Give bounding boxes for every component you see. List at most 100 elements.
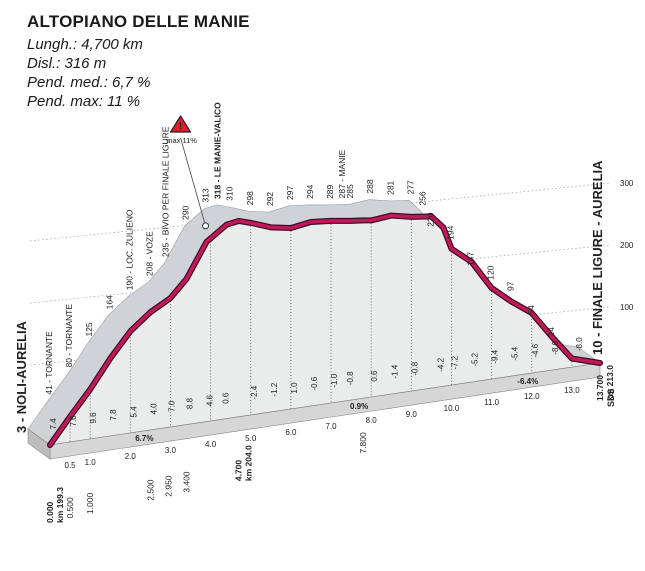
height-label: 41 - TORNANTE [44,331,54,395]
grade-label: 7.8 [109,409,118,421]
grade-label: -1.4 [390,364,399,378]
grade-label: 8.8 [186,397,195,409]
elevation-gridline [29,182,611,242]
average-grade-text: Pend. med.: 6,7 % [27,74,151,91]
elevation-gridline [29,244,611,304]
key-km-label: 2.950 [163,475,173,497]
km-tick-label: 3.0 [165,446,177,455]
elevation-tick-label: 100 [620,303,634,312]
grade-label: -4.6 [531,343,540,357]
height-label: 318 - LE MANIE-VALICO [213,102,223,199]
height-label: 288 [365,179,375,193]
grade-label: -4.2 [436,357,445,371]
grade-label: 9.6 [89,412,98,424]
grade-label: -5.4 [511,346,520,360]
height-label: 294 [305,184,315,198]
key-km-sub-label: km 204.0 [244,445,254,481]
height-label: 194 [446,225,456,239]
height-label: 147 [466,252,476,266]
grade-label: -5.2 [471,352,480,366]
km-tick-label: 7.0 [325,422,337,431]
height-label: 256 [417,191,427,205]
height-label: 14 [546,327,556,337]
key-km-label: 0.000 [45,501,55,523]
km-tick-label: 6.0 [285,428,297,437]
height-label: 220 [425,212,435,226]
height-label: 277 [405,180,415,194]
grade-label: -8.6 [551,340,560,354]
elevation-gain-text: Disl.: 316 m [27,55,107,72]
km-tick-label: 5.0 [245,434,257,443]
ground-band-side [27,428,51,460]
km-tick-label: 1.0 [85,458,97,467]
height-label: 298 [245,191,255,205]
km-tick-label: 4.0 [205,440,217,449]
height-label: 190 - LOC. ZULIENO [124,209,134,290]
grade-label: 0.6 [370,370,379,382]
height-label: 310 [225,186,235,200]
grade-label: -9.4 [491,349,500,363]
km-tick-label: 9.0 [406,410,418,419]
km-tick-label: 11.0 [484,398,500,407]
km-tick-label: 8.0 [366,416,378,425]
grade-label: -0.8 [410,361,419,375]
height-label: 292 [265,192,275,206]
grade-label: -7.2 [450,355,459,369]
km-tick-label: 13.0 [564,386,580,395]
key-km-sub-label: km 213.0 [605,365,615,401]
height-label: 287 - MANIE [337,149,347,198]
key-km-label: 4.700 [234,460,244,482]
grade-label: 7.4 [49,418,58,430]
sds-label: SDS [606,388,616,407]
start-location-label: 3 - NOLI-AURELIA [14,320,29,433]
key-km-label: 3.400 [181,471,191,493]
km-tick-label: 0.5 [65,461,77,470]
key-km-sub-label: km 199.3 [55,487,65,523]
warning-exclamation-icon: ! [179,121,182,132]
grade-label: 5.4 [129,406,138,418]
average-grade-band-label: 0.9% [350,402,368,411]
grade-label: 1.0 [290,382,299,394]
height-label: 285 [345,184,355,198]
grade-label: 7.6 [69,415,78,427]
grade-label: -0.6 [310,376,319,390]
grade-label: 4.6 [206,394,215,406]
grade-label: -2.4 [250,385,259,399]
height-label: 235 - BIVIO PER FINALE LIGURE [160,126,170,257]
grade-label: -1.0 [330,373,339,387]
height-label: 297 [285,186,295,200]
height-label: 97 [506,281,516,291]
height-label: 125 [84,322,94,336]
climb-info-panel: ALTOPIANO DELLE MANIE Lungh.: 4,700 km D… [27,12,250,111]
max-grade-text: Pend. max: 11 % [27,93,141,110]
height-label: 281 [385,180,395,194]
route-line [48,213,602,447]
km-tick-label: 12.0 [524,392,540,401]
height-label: 80 - TORNANTE [64,304,74,368]
elevation-tick-label: 300 [620,179,634,188]
climb-title: ALTOPIANO DELLE MANIE [27,12,250,31]
grade-label: 4.0 [149,403,158,415]
max-grade-point [202,222,210,230]
key-km-label: 7.800 [358,432,368,454]
max-grade-marker-label: max 11% [166,136,197,145]
height-label: 164 [104,295,114,309]
warning-triangle-icon [169,115,192,133]
grade-label: 0.6 [222,392,231,404]
key-km-label: 2.500 [145,479,155,501]
km-tick-label: 10.0 [444,404,460,413]
height-label: 313 [201,188,211,202]
grade-label: 7.0 [167,400,176,412]
height-label: 290 [181,205,191,219]
height-label: 208 - VOZE [144,231,154,276]
grade-label: -1.2 [270,382,279,396]
grade-label: -0.8 [346,371,355,385]
km-tick-label: 2.0 [125,452,137,461]
key-km-label: 13.700 [595,375,605,401]
end-location-label: 10 - FINALE LIGURE - AURELIA [590,160,605,355]
height-label: 120 [486,265,496,279]
average-grade-band-label: -6.4% [517,377,538,386]
elevation-tick-label: 200 [620,241,634,250]
max-grade-leader [180,137,206,226]
